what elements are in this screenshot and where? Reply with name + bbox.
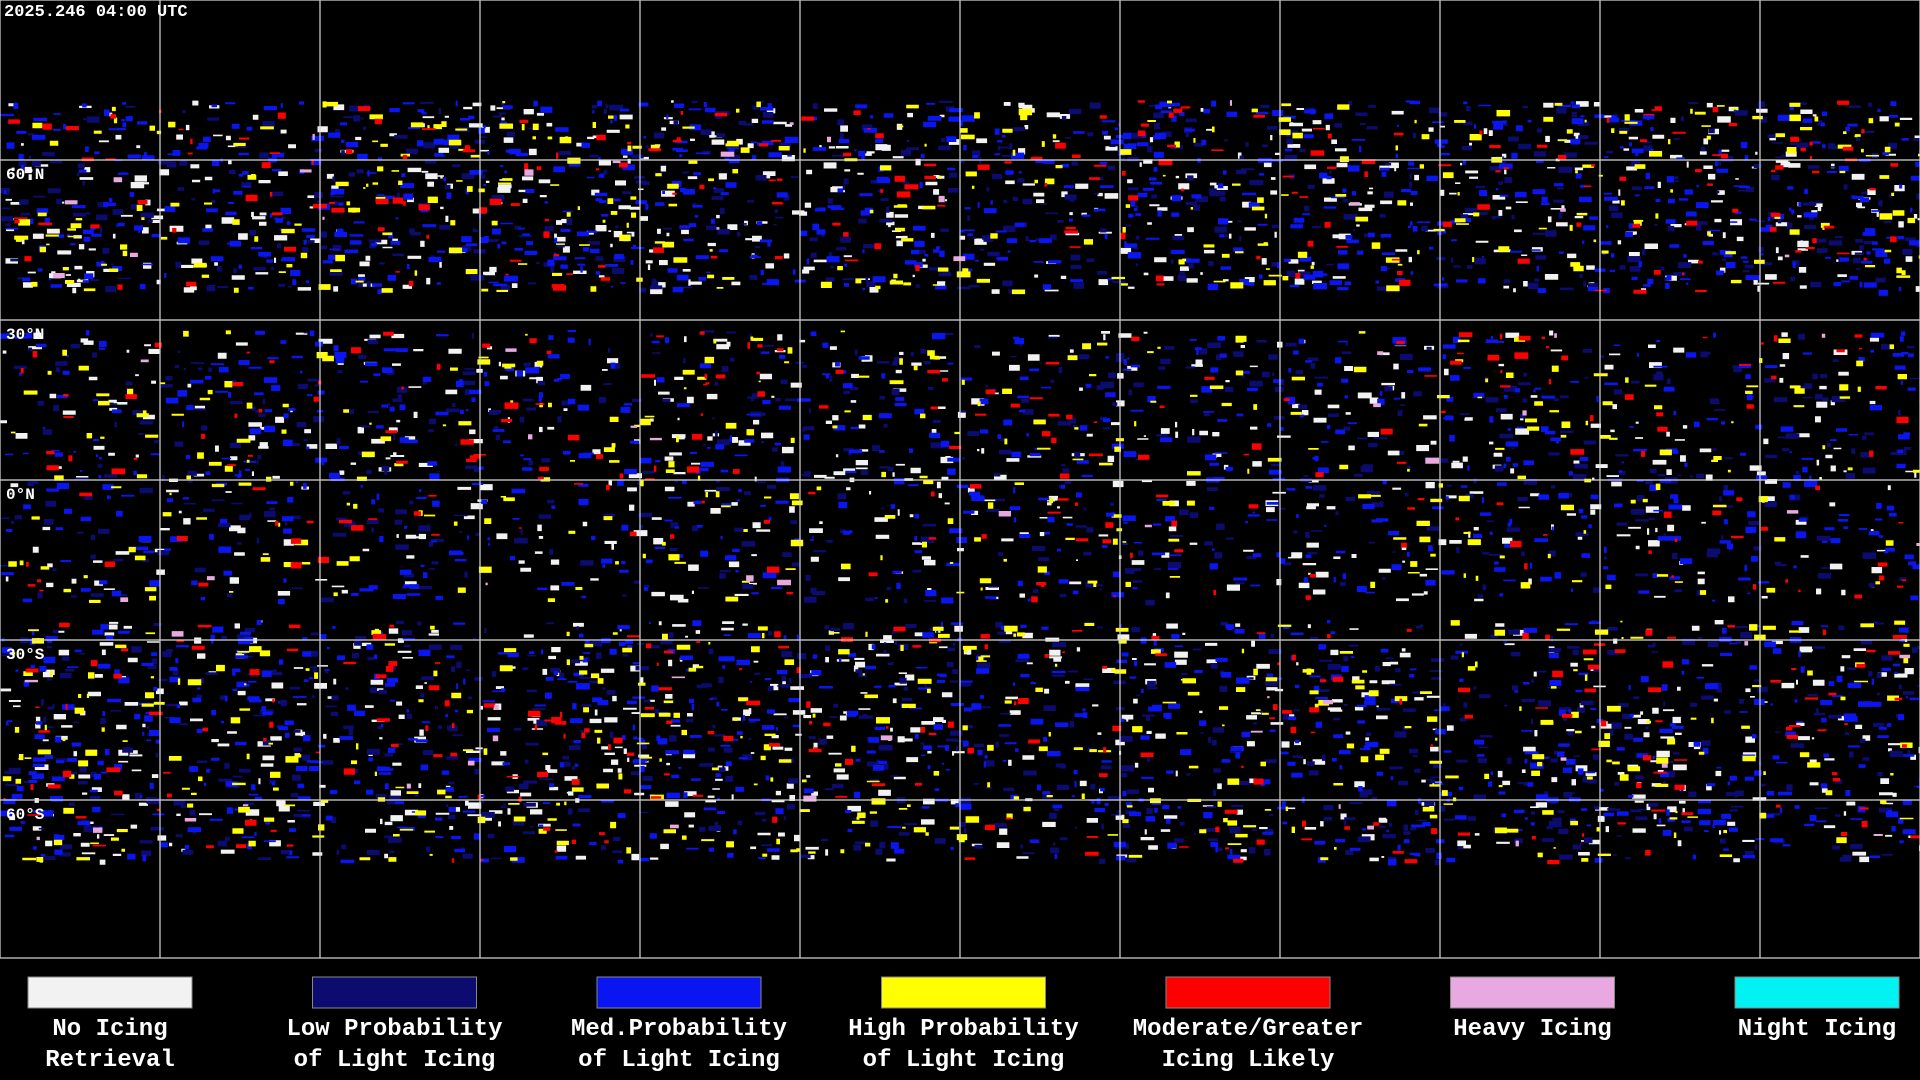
icing-area xyxy=(2,100,1920,862)
legend-swatch xyxy=(881,976,1046,1009)
legend: No Icing Retrieval Low Probability of Light… xyxy=(27,976,1900,1074)
legend-label: No Icing xyxy=(52,1016,167,1043)
icing-layer xyxy=(0,100,1920,866)
latitude-label: 60°N xyxy=(6,166,44,184)
legend-label: Retrieval xyxy=(45,1047,175,1074)
latitude-label: 60°S xyxy=(6,806,45,824)
legend-label: Icing Likely xyxy=(1162,1047,1335,1074)
latitude-label: 30°S xyxy=(6,646,45,664)
legend-swatch xyxy=(1450,976,1615,1009)
legend-swatch xyxy=(312,976,477,1009)
legend-label: Night Icing xyxy=(1738,1016,1896,1043)
legend-swatch xyxy=(1734,976,1900,1009)
graticule: 60°N 30°N 0°N 30°S 60°S xyxy=(0,0,1920,958)
legend-label: Med.Probability xyxy=(571,1016,787,1043)
legend-label: Low Probability xyxy=(286,1016,502,1043)
icing-area xyxy=(0,100,1920,866)
legend-label: of Light Icing xyxy=(863,1047,1065,1074)
map-frame xyxy=(0,0,1920,959)
timestamp: 2025.246 04:00 UTC xyxy=(4,3,188,22)
legend-swatch xyxy=(1165,976,1331,1009)
legend-label: High Probability xyxy=(848,1016,1078,1043)
legend-label: Heavy Icing xyxy=(1453,1016,1611,1043)
legend-label: of Light Icing xyxy=(294,1047,496,1074)
latitude-label: 30°N xyxy=(6,326,44,344)
legend-swatch xyxy=(27,976,193,1009)
legend-swatch xyxy=(596,976,762,1009)
legend-label: Moderate/Greater xyxy=(1133,1016,1363,1043)
latitude-label: 0°N xyxy=(6,486,35,504)
legend-label: of Light Icing xyxy=(578,1047,780,1074)
